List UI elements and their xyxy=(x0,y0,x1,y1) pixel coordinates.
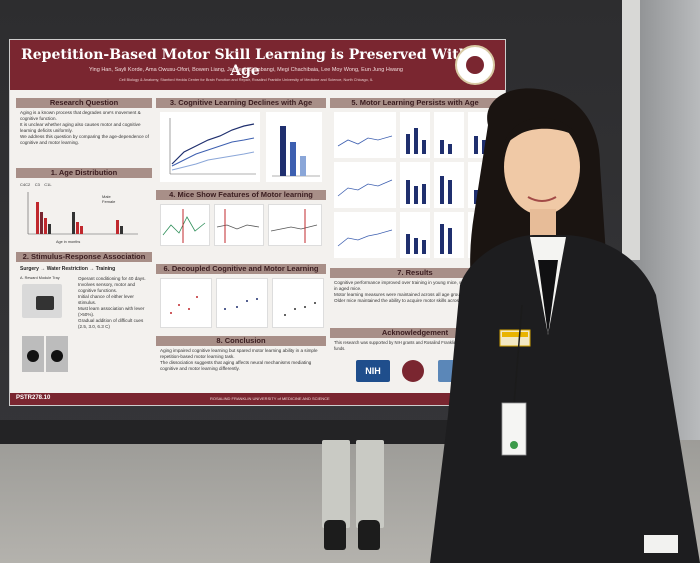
section-motor-persists: 5. Motor Learning Persists with Age xyxy=(330,98,500,266)
poster-board-base xyxy=(0,420,470,444)
bullet-text: Operant conditioning for 40 days. xyxy=(78,276,146,281)
flow-step: Water Restriction xyxy=(46,266,88,272)
section-research-question: Research Question Aging is a known proce… xyxy=(16,98,152,158)
age-histogram xyxy=(27,192,138,235)
section-mice-features: 4. Mice Show Features of Motor learning xyxy=(156,190,326,260)
section-cognitive-decline: 3. Cognitive Learning Declines with Age xyxy=(156,98,326,186)
poster-authors: Ying Han, Sayli Korde, Ama Owusu-Ofori, … xyxy=(89,67,403,73)
section-conclusion: 8. Conclusion Aging impaired cognitive l… xyxy=(156,336,326,390)
bullet-text: Gradual addition of difficult cues (2.5,… xyxy=(78,318,144,329)
section-age-distribution: 1. Age Distribution C4C2 C3 C1L Male Fem… xyxy=(16,168,152,248)
scatter-plot xyxy=(216,278,268,328)
bullet-text: Aging impaired cognitive learning but sp… xyxy=(160,348,318,359)
bullet-text: Aging is a known process that degrades o… xyxy=(20,110,141,121)
acknowledgement-text: This research was supported by NIH grant… xyxy=(334,340,491,351)
poster-affiliations: Cell Biology & Anatomy, Stanford Hedda C… xyxy=(118,78,374,82)
bullet-text: Motor learning measures were maintained … xyxy=(334,292,467,297)
bullet-text: Must learn association with lever (>50%)… xyxy=(78,306,145,317)
nih-logo: NIH xyxy=(356,360,390,382)
section-title: Research Question xyxy=(16,98,152,108)
scatter-plot xyxy=(160,278,212,328)
poster-code: PSTR278.10 xyxy=(16,395,51,401)
section-title: 3. Cognitive Learning Declines with Age xyxy=(156,98,326,108)
background-pillar xyxy=(622,0,640,260)
group-label: C3 xyxy=(34,182,40,187)
x-axis-label: Age in months xyxy=(56,240,81,244)
section-title: 1. Age Distribution xyxy=(16,168,152,178)
legend-male: Male xyxy=(102,194,111,199)
section-title: 6. Decoupled Cognitive and Motor Learnin… xyxy=(156,264,326,274)
section-title: 8. Conclusion xyxy=(156,336,326,346)
group-label: C1L xyxy=(44,182,52,187)
bullet-text: Cognitive performance improved over trai… xyxy=(334,280,498,291)
bullet-text: Initial chance of either lever stimulus. xyxy=(78,294,134,305)
bullet-text: It is unclear whether aging also causes … xyxy=(20,122,141,133)
scatter-plot xyxy=(272,278,324,328)
presenter-person xyxy=(430,88,700,563)
section-title: 2. Stimulus-Response Association xyxy=(16,252,152,262)
research-poster: Repetition-Based Motor Skill Learning is… xyxy=(10,40,505,405)
section-title: 5. Motor Learning Persists with Age xyxy=(330,98,500,108)
flow-step: Training xyxy=(95,266,116,272)
poster-title: Repetition-Based Motor Skill Learning is… xyxy=(21,47,469,79)
lever-photo-image xyxy=(46,336,68,372)
legend-female: Female xyxy=(102,199,116,204)
lever-photo-image xyxy=(22,336,44,372)
bullet-text: The dissociation suggests that aging aff… xyxy=(160,360,312,371)
group-label: C4C2 xyxy=(20,182,31,187)
section-results: 7. Results Cognitive performance improve… xyxy=(330,268,500,324)
section-title: Acknowledgement xyxy=(330,328,500,338)
poster-footer: PSTR278.10 ROSALIND FRANKLIN UNIVERSITY … xyxy=(10,393,505,405)
section-title: 4. Mice Show Features of Motor learning xyxy=(156,190,326,200)
cognitive-bar-chart xyxy=(266,112,322,182)
bullet-text: Older mice maintained the ability to acq… xyxy=(334,298,479,303)
section-stimulus-response: 2. Stimulus-Response Association Surgery… xyxy=(16,252,152,387)
passerby-legs xyxy=(318,440,390,552)
institution-name: ROSALIND FRANKLIN UNIVERSITY of MEDICINE… xyxy=(210,396,330,401)
section-decoupled-learning: 6. Decoupled Cognitive and Motor Learnin… xyxy=(156,264,326,332)
device-label: A. Reward Module Tray xyxy=(20,276,60,280)
device-photo-image xyxy=(22,284,62,318)
bullet-text: Involves sensory, motor and cognitive fu… xyxy=(78,282,136,293)
mice-trace-plot xyxy=(268,204,322,246)
mice-trace-plot xyxy=(214,204,264,246)
motor-learning-figure xyxy=(334,112,498,258)
university-logo-icon xyxy=(402,360,424,382)
cognitive-learning-curves xyxy=(160,112,260,182)
university-seal-icon xyxy=(455,45,495,85)
section-title: 7. Results xyxy=(330,268,500,278)
bullet-text: We address this question by comparing th… xyxy=(20,134,149,145)
flow-step: Surgery xyxy=(20,266,39,272)
mice-trace-plot xyxy=(160,204,210,246)
poster-header: Repetition-Based Motor Skill Learning is… xyxy=(10,40,505,90)
